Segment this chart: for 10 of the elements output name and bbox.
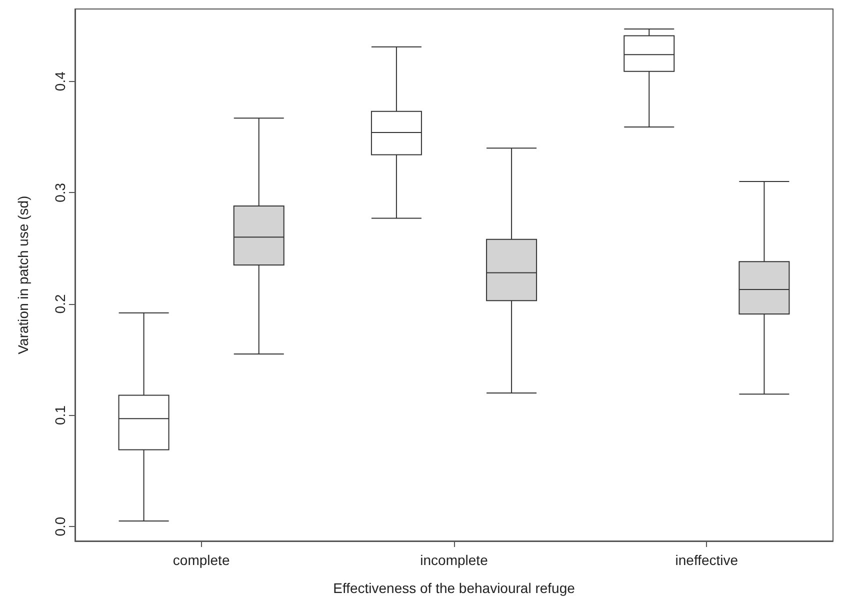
y-tick-label: 0.2: [52, 294, 68, 314]
x-tick-label: ineffective: [675, 552, 738, 568]
x-tick-label: complete: [172, 552, 230, 568]
y-tick-label: 0.1: [52, 405, 68, 425]
x-axis-title: Effectiveness of the behavioural refuge: [333, 580, 576, 596]
y-tick-label: 0.4: [52, 71, 68, 92]
y-tick-label: 0.3: [52, 182, 68, 202]
y-tick-label: 0.0: [52, 516, 68, 536]
x-tick-label: incomplete: [420, 552, 488, 568]
y-axis-title: Varation in patch use (sd): [15, 196, 31, 354]
